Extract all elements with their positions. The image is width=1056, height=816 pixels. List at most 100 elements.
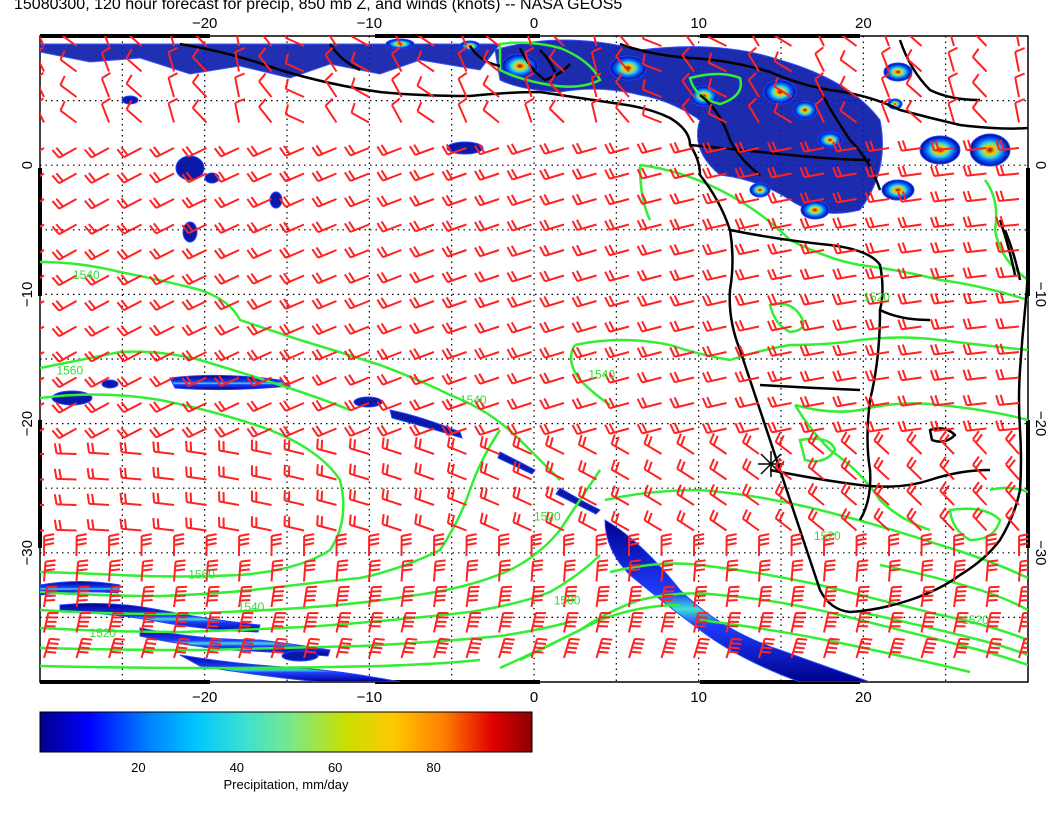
wind-barb xyxy=(409,424,435,437)
wind-barb xyxy=(214,273,240,285)
wind-barb xyxy=(512,461,532,481)
wind-barb xyxy=(441,347,467,360)
wind-barb xyxy=(873,431,890,455)
wind-barb xyxy=(709,458,728,481)
wind-barb xyxy=(246,349,272,362)
wind-barb xyxy=(590,72,602,98)
wind-barb xyxy=(767,421,792,434)
wind-barb xyxy=(1005,481,1020,506)
wind-barb xyxy=(170,36,175,47)
wind-barb xyxy=(279,298,305,310)
wind-barb xyxy=(116,223,142,235)
wind-barb xyxy=(474,271,500,283)
wind-barb xyxy=(238,637,255,659)
wind-barb xyxy=(479,461,500,481)
wind-barb xyxy=(348,489,370,506)
wind-barb xyxy=(790,585,805,608)
wind-barb xyxy=(864,140,890,153)
wind-barb xyxy=(530,559,544,582)
wind-barb xyxy=(628,559,641,582)
wind-barb xyxy=(116,146,142,159)
wind-barb xyxy=(577,511,597,532)
wind-barb xyxy=(814,97,825,123)
wind-barb xyxy=(311,374,337,387)
wind-barb xyxy=(636,346,662,358)
map-title: 15080300, 120 hour forecast for precip, … xyxy=(14,0,623,13)
wind-barb xyxy=(524,46,535,72)
wind-barb xyxy=(140,637,158,659)
wind-barb xyxy=(947,97,959,123)
wind-barb xyxy=(381,463,402,481)
colorbar-tick-2: 60 xyxy=(328,760,342,775)
wind-barb xyxy=(344,348,370,361)
wind-barb xyxy=(950,36,955,47)
wind-barb xyxy=(303,585,318,608)
wind-barb xyxy=(482,74,500,98)
wind-barb xyxy=(660,585,675,608)
wind-barb xyxy=(855,585,870,608)
wind-barb xyxy=(414,437,435,455)
wind-barb xyxy=(173,585,188,608)
wind-barb xyxy=(840,457,858,481)
wind-barb xyxy=(344,195,370,208)
wind-barb xyxy=(284,36,305,47)
wind-barb xyxy=(167,97,179,123)
wind-barb xyxy=(316,438,337,455)
wind-barb xyxy=(279,323,305,336)
wind-barb xyxy=(84,248,110,261)
wind-barb xyxy=(590,46,602,72)
wind-barb xyxy=(747,72,760,98)
wind-barb xyxy=(348,438,370,455)
wind-barb xyxy=(807,482,825,506)
contour-label-11: 1520 xyxy=(863,290,890,304)
wind-barb xyxy=(40,36,45,47)
wind-barb xyxy=(368,533,380,557)
wind-barb xyxy=(506,219,532,232)
wind-barb xyxy=(441,194,467,207)
wind-barb xyxy=(40,529,45,532)
wind-barb xyxy=(693,559,706,582)
wind-barb xyxy=(864,216,890,229)
wind-barb xyxy=(51,376,77,389)
wind-barb xyxy=(316,515,337,532)
wind-barb xyxy=(279,247,305,259)
wind-barb xyxy=(279,272,305,285)
wind-barb xyxy=(40,147,45,152)
wind-barb xyxy=(701,218,727,230)
wind-barb xyxy=(368,585,383,608)
wind-barb xyxy=(669,192,695,205)
wind-barb xyxy=(962,318,987,330)
wind-barb xyxy=(530,585,545,608)
wind-barb xyxy=(457,46,468,72)
wind-barb xyxy=(441,143,467,156)
wind-barb xyxy=(125,74,143,98)
wind-barb xyxy=(40,274,45,279)
wind-barb xyxy=(929,216,955,228)
wind-barb xyxy=(43,533,55,557)
wind-barb xyxy=(571,423,597,436)
wind-barb xyxy=(181,324,207,337)
wind-barb xyxy=(823,585,838,608)
wind-barb xyxy=(246,400,272,413)
wind-barb xyxy=(767,243,792,255)
wind-barb xyxy=(283,490,305,506)
wind-barb xyxy=(465,533,477,557)
wind-barb xyxy=(40,97,45,123)
wind-barb xyxy=(246,247,272,260)
wind-barb xyxy=(214,145,240,158)
wind-barb xyxy=(734,192,760,205)
wind-barb xyxy=(864,395,890,408)
wind-barb xyxy=(214,222,240,234)
wind-barb xyxy=(167,72,179,98)
wind-barb xyxy=(43,559,56,582)
wind-barb xyxy=(1016,36,1020,47)
wind-barb xyxy=(311,170,337,183)
wind-barb xyxy=(725,559,739,582)
wind-barb xyxy=(897,242,922,254)
wind-barb xyxy=(416,76,435,98)
wind-barb xyxy=(539,296,565,308)
wind-barb xyxy=(409,322,435,335)
wind-barb xyxy=(246,323,272,336)
wind-barb xyxy=(51,147,77,159)
wind-barb xyxy=(100,46,111,72)
